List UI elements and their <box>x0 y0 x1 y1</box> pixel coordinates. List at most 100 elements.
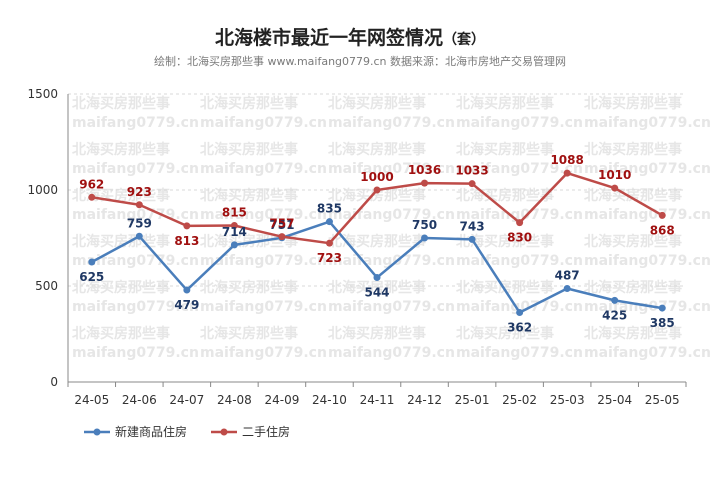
watermark-text: maifang0779.cn <box>584 161 711 177</box>
watermark-text: 北海买房那些事 <box>584 95 682 112</box>
data-label: 751 <box>269 218 294 232</box>
watermark-text: maifang0779.cn <box>456 207 583 223</box>
watermark-text: maifang0779.cn <box>200 253 327 269</box>
series-layer <box>88 169 666 316</box>
watermark-text: 北海买房那些事 <box>584 187 682 204</box>
data-point <box>278 233 286 241</box>
watermark-text: 北海买房那些事 <box>456 325 554 342</box>
watermark-text: 北海买房那些事 <box>72 95 170 112</box>
watermark-text: maifang0779.cn <box>328 161 455 177</box>
y-tick-label: 1500 <box>27 87 58 101</box>
data-point <box>468 235 476 243</box>
watermark-text: 北海买房那些事 <box>72 325 170 342</box>
watermark-text: 北海买房那些事 <box>584 141 682 158</box>
data-point <box>468 180 476 188</box>
watermark-text: 北海买房那些事 <box>584 233 682 250</box>
data-label: 813 <box>174 234 199 248</box>
data-point <box>88 258 96 266</box>
watermark-text: 北海买房那些事 <box>328 141 426 158</box>
data-point <box>373 274 381 282</box>
x-tick-label: 25-03 <box>550 393 585 407</box>
watermark-text: 北海买房那些事 <box>72 141 170 158</box>
x-tick-label: 24-07 <box>169 393 204 407</box>
watermark-text: maifang0779.cn <box>200 161 327 177</box>
watermark-text: 北海买房那些事 <box>200 141 298 158</box>
data-label: 868 <box>650 223 675 237</box>
data-point <box>135 232 143 240</box>
data-label: 962 <box>79 177 104 191</box>
legend-marker <box>93 428 101 436</box>
watermark-text: 北海买房那些事 <box>584 325 682 342</box>
y-tick-label: 500 <box>35 279 58 293</box>
data-label: 923 <box>127 185 152 199</box>
y-tick-label: 1000 <box>27 183 58 197</box>
watermark-text: 北海买房那些事 <box>328 233 426 250</box>
x-tick-label: 24-10 <box>312 393 347 407</box>
watermark-text: 北海买房那些事 <box>72 233 170 250</box>
data-point <box>183 222 191 230</box>
data-label: 1033 <box>455 164 488 178</box>
data-point <box>421 179 429 187</box>
data-point <box>325 239 333 247</box>
watermark-text: maifang0779.cn <box>456 345 583 361</box>
data-label: 1088 <box>550 153 583 167</box>
watermark-text: maifang0779.cn <box>456 299 583 315</box>
watermark-text: maifang0779.cn <box>584 207 711 223</box>
data-point <box>658 211 666 219</box>
watermark-text: 北海买房那些事 <box>328 187 426 204</box>
data-label: 835 <box>317 202 342 216</box>
data-point <box>183 286 191 294</box>
x-tick-label: 25-02 <box>502 393 537 407</box>
watermark-text: 北海买房那些事 <box>328 325 426 342</box>
watermark-text: maifang0779.cn <box>328 299 455 315</box>
watermark-text: 北海买房那些事 <box>456 95 554 112</box>
watermark-text: maifang0779.cn <box>456 115 583 131</box>
data-point <box>421 234 429 242</box>
data-label: 743 <box>460 219 485 233</box>
watermark-text: maifang0779.cn <box>200 207 327 223</box>
watermark-text: maifang0779.cn <box>72 299 199 315</box>
data-point <box>230 241 238 249</box>
data-label: 714 <box>222 225 247 239</box>
watermark-text: maifang0779.cn <box>72 345 199 361</box>
data-label: 1010 <box>598 168 631 182</box>
data-label: 750 <box>412 218 437 232</box>
data-point <box>563 284 571 292</box>
watermark-text: 北海买房那些事 <box>72 187 170 204</box>
data-label: 362 <box>507 320 532 334</box>
data-point <box>135 201 143 209</box>
watermark-text: maifang0779.cn <box>328 115 455 131</box>
watermark-text: maifang0779.cn <box>72 253 199 269</box>
watermark-text: 北海买房那些事 <box>200 187 298 204</box>
x-tick-label: 24-08 <box>217 393 252 407</box>
watermark-text: maifang0779.cn <box>584 345 711 361</box>
data-label: 625 <box>79 270 104 284</box>
data-point <box>611 296 619 304</box>
watermark-text: 北海买房那些事 <box>456 279 554 296</box>
data-label: 723 <box>317 251 342 265</box>
watermark-text: 北海买房那些事 <box>200 279 298 296</box>
legend-marker <box>220 428 228 436</box>
x-tick-label: 24-06 <box>122 393 157 407</box>
watermark-text: maifang0779.cn <box>328 345 455 361</box>
chart-title-main: 北海楼市最近一年网签情况 <box>215 26 443 49</box>
legend: 新建商品住房 二手住房 <box>84 424 290 439</box>
data-label: 479 <box>174 298 199 312</box>
x-tick-label: 24-09 <box>264 393 299 407</box>
data-point <box>325 218 333 226</box>
watermark-text: 北海买房那些事 <box>328 279 426 296</box>
watermark-text: maifang0779.cn <box>200 115 327 131</box>
data-point <box>373 186 381 194</box>
data-label: 759 <box>127 216 152 230</box>
watermark-text: 北海买房那些事 <box>200 325 298 342</box>
x-tick-label: 24-11 <box>360 393 395 407</box>
chart-title-suffix: （套） <box>443 31 485 48</box>
data-point <box>88 193 96 201</box>
x-tick-label: 24-12 <box>407 393 442 407</box>
data-label: 830 <box>507 231 532 245</box>
watermark-text: 北海买房那些事 <box>456 233 554 250</box>
watermark-text: maifang0779.cn <box>72 161 199 177</box>
x-tick-label: 25-01 <box>455 393 490 407</box>
watermark-text: maifang0779.cn <box>72 115 199 131</box>
